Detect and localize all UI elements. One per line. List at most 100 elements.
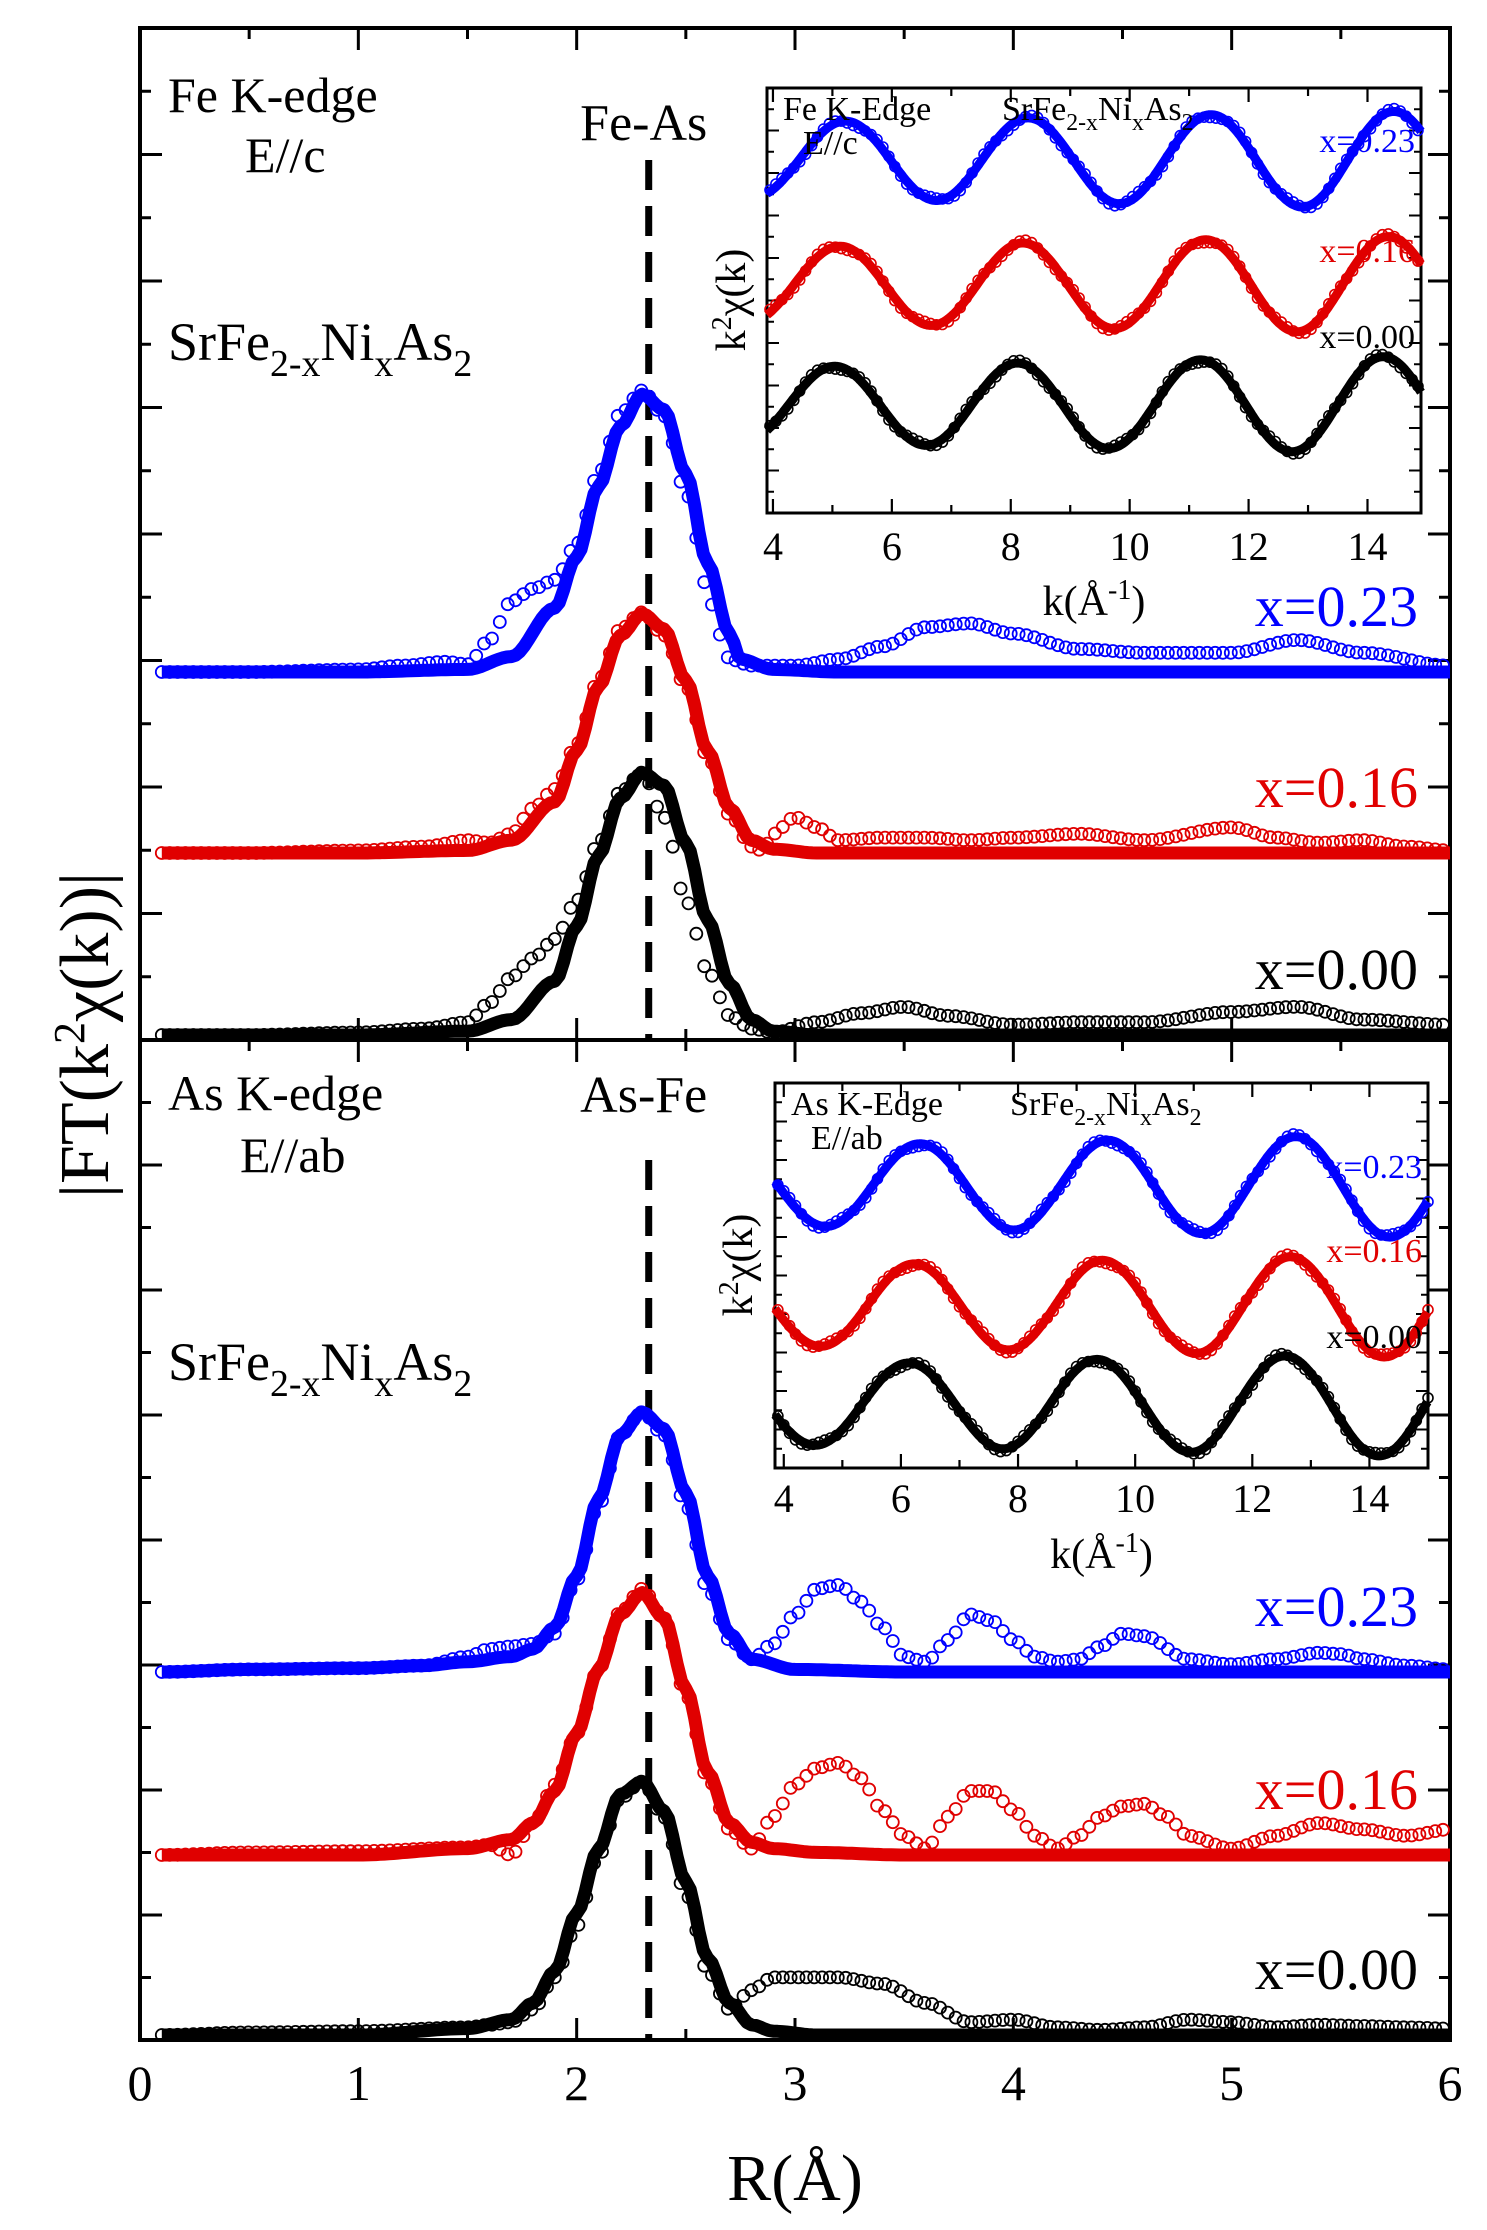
data-point-as_main-x016: [1051, 1841, 1065, 1856]
data-point-as_main-x000: [956, 2014, 971, 2029]
inset-data-fe_inset-x000: [1007, 354, 1020, 367]
inset-data-as_inset-x023: [859, 1192, 872, 1204]
data-point-fe_main-x000: [870, 1004, 884, 1019]
data-point-fe_main-x000: [272, 1027, 287, 1042]
inset-data-fe_inset-x016: [930, 318, 943, 331]
data-point-as_main-x000: [1349, 2019, 1364, 2033]
data-point-fe_main-x016: [367, 843, 382, 857]
data-point-fe_main-x000: [1231, 1004, 1246, 1019]
data-point-fe_main-x000: [1389, 1014, 1403, 1029]
data-point-as_main-x000: [225, 2025, 240, 2040]
inset-data-fe_inset-x000: [776, 410, 788, 422]
data-point-fe_main-x023: [1035, 633, 1050, 647]
inset-data-as_inset-x000: [1328, 1401, 1341, 1414]
data-point-fe_main-x016: [1333, 834, 1348, 849]
data-point-fe_main-x016: [705, 756, 719, 770]
data-point-fe_main-x023: [257, 665, 271, 679]
inset-data-as_inset-x016: [1258, 1271, 1270, 1283]
data-point-fe_main-x016: [280, 845, 295, 860]
inset-data-as_inset-x000: [1205, 1436, 1218, 1449]
data-point-as_main-x023: [1098, 1638, 1112, 1652]
inset-data-as_inset-x016: [1316, 1277, 1329, 1289]
compound-label-as_main-part-0: SrFe: [168, 1332, 270, 1392]
inset-data-as_inset-x016: [801, 1339, 814, 1352]
inset-data-as_inset-x000: [1053, 1386, 1065, 1399]
inset-data-as_inset-x016: [1398, 1342, 1411, 1354]
inset-data-fe_inset-x000: [829, 363, 842, 375]
data-point-as_main-x016: [280, 1845, 295, 1859]
data-point-as_main-x000: [1223, 2015, 1238, 2030]
data-point-as_main-x023: [925, 1650, 939, 1665]
inset-data-as_inset-x023: [789, 1199, 802, 1212]
data-point-fe_main-x023: [492, 615, 507, 629]
data-point-as_main-x000: [500, 2015, 515, 2030]
data-point-fe_main-x023: [500, 597, 515, 612]
inset-data-fe_inset-x000: [1162, 375, 1175, 388]
inset-data-as_inset-x016: [1310, 1271, 1323, 1283]
data-point-as_main-x016: [988, 1785, 1002, 1800]
data-point-fe_main-x023: [744, 658, 759, 673]
inset-data-as_inset-x000: [1123, 1375, 1136, 1387]
inset-data-as_inset-x000: [1334, 1413, 1346, 1425]
data-point-as_main-x023: [1286, 1649, 1301, 1664]
inset-data-fe_inset-x000: [1073, 420, 1085, 433]
data-point-as_main-x000: [1404, 2020, 1419, 2035]
inset-data-as_inset-x023: [842, 1208, 855, 1220]
data-point-as_main-x023: [209, 1663, 224, 1678]
data-point-fe_main-x016: [885, 830, 900, 845]
data-point-as_main-x023: [304, 1661, 319, 1676]
data-point-fe_main-x016: [516, 811, 531, 826]
data-point-as_main-x000: [1271, 2020, 1285, 2035]
inset-data-fe_inset-x000: [1198, 356, 1210, 368]
inset-data-as_inset-x016: [1422, 1303, 1434, 1316]
data-point-as_main-x000: [382, 2023, 397, 2038]
inset-data-as_inset-x016: [1264, 1262, 1276, 1275]
data-point-fe_main-x000: [665, 839, 680, 854]
data-point-as_main-x016: [532, 1808, 546, 1823]
data-point-as_main-x016: [728, 1826, 743, 1840]
inset-data-fe_inset-x016: [829, 241, 842, 253]
inset-data-as_inset-x016: [965, 1314, 978, 1326]
data-point-fe_main-x000: [1003, 1017, 1018, 1032]
inset-data-as_inset-x016: [1281, 1248, 1294, 1260]
data-point-fe_main-x016: [1153, 832, 1167, 846]
data-point-fe_main-x023: [154, 665, 169, 679]
inset-series-label-fe_inset-x000: x=0.00: [1319, 319, 1415, 356]
inset-data-as_inset-x016: [848, 1320, 860, 1332]
inset-data-as_inset-x000: [1275, 1347, 1288, 1360]
data-point-as_main-x000: [374, 2023, 389, 2038]
inset-data-as_inset-x023: [918, 1139, 931, 1152]
data-point-fe_main-x023: [1106, 644, 1120, 658]
compound-label-as_main-part-5: 2: [453, 1363, 472, 1405]
data-point-fe_main-x023: [783, 658, 798, 673]
inset-data-as_inset-x000: [783, 1427, 796, 1440]
inset-data-as_inset-x016: [777, 1311, 790, 1324]
data-point-fe_main-x023: [351, 662, 366, 677]
data-point-fe_main-x023: [1153, 645, 1167, 660]
data-point-as_main-x023: [178, 1664, 193, 1679]
data-point-as_main-x023: [429, 1656, 444, 1671]
inset-data-fe_inset-x023: [1323, 182, 1335, 195]
inset-data-as_inset-x023: [895, 1145, 907, 1158]
panel-title-fe_main: Fe K-edge: [168, 67, 378, 123]
data-point-fe_main-x016: [571, 736, 586, 750]
data-point-fe_main-x016: [1255, 828, 1270, 843]
data-point-as_main-x023: [359, 1661, 374, 1675]
data-point-fe_main-x016: [186, 846, 201, 860]
data-point-as_main-x000: [1396, 2020, 1411, 2035]
inset-data-as_inset-x016: [830, 1332, 843, 1344]
inset-data-as_inset-x016: [865, 1292, 878, 1305]
data-point-fe_main-x023: [1145, 645, 1160, 660]
inset-data-fe_inset-x000: [1037, 375, 1050, 388]
data-point-fe_main-x000: [996, 1017, 1010, 1031]
data-point-as_main-x016: [1436, 1822, 1450, 1837]
inset-data-fe_inset-x000: [930, 439, 943, 452]
data-point-as_main-x023: [1239, 1656, 1254, 1670]
inset-data-as_inset-x016: [1334, 1303, 1346, 1315]
data-point-fe_main-x016: [1263, 830, 1277, 845]
data-point-fe_main-x016: [956, 833, 971, 847]
inset-compound-as_inset-part-0: SrFe: [1010, 1086, 1074, 1123]
inset-data-as_inset-x023: [1246, 1172, 1259, 1185]
data-point-fe_main-x023: [720, 650, 735, 665]
data-point-as_main-x000: [720, 2001, 735, 2016]
